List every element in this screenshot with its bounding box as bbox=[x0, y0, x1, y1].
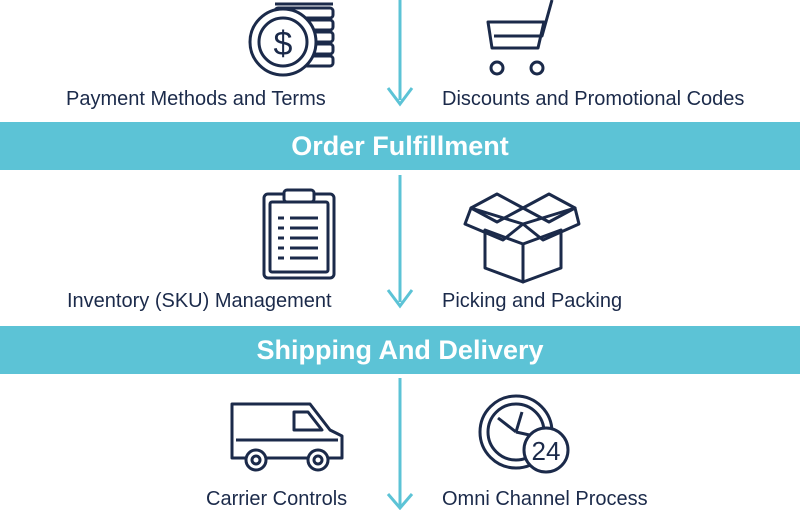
delivery-van-icon bbox=[226, 396, 350, 476]
section-1-right-label: Discounts and Promotional Codes bbox=[442, 88, 745, 110]
svg-text:$: $ bbox=[274, 25, 293, 63]
clock-24-icon: 24 bbox=[476, 392, 576, 478]
clock-badge-text: 24 bbox=[532, 436, 561, 466]
section-2-right-label: Picking and Packing bbox=[442, 290, 623, 312]
band-shipping-and-delivery: Shipping And Delivery bbox=[0, 326, 800, 374]
section-3-left-label: Carrier Controls bbox=[206, 488, 348, 510]
section-2-left-label: Inventory (SKU) Management bbox=[67, 290, 332, 312]
open-box-icon bbox=[463, 188, 581, 284]
section-3-right-label: Omni Channel Process bbox=[442, 488, 648, 510]
coin-stack-dollar-icon: $ bbox=[245, 0, 340, 78]
band-order-fulfillment: Order Fulfillment bbox=[0, 122, 800, 170]
shopping-cart-icon bbox=[484, 0, 564, 80]
section-1-left-label: Payment Methods and Terms bbox=[66, 88, 326, 110]
clipboard-icon bbox=[260, 188, 340, 282]
